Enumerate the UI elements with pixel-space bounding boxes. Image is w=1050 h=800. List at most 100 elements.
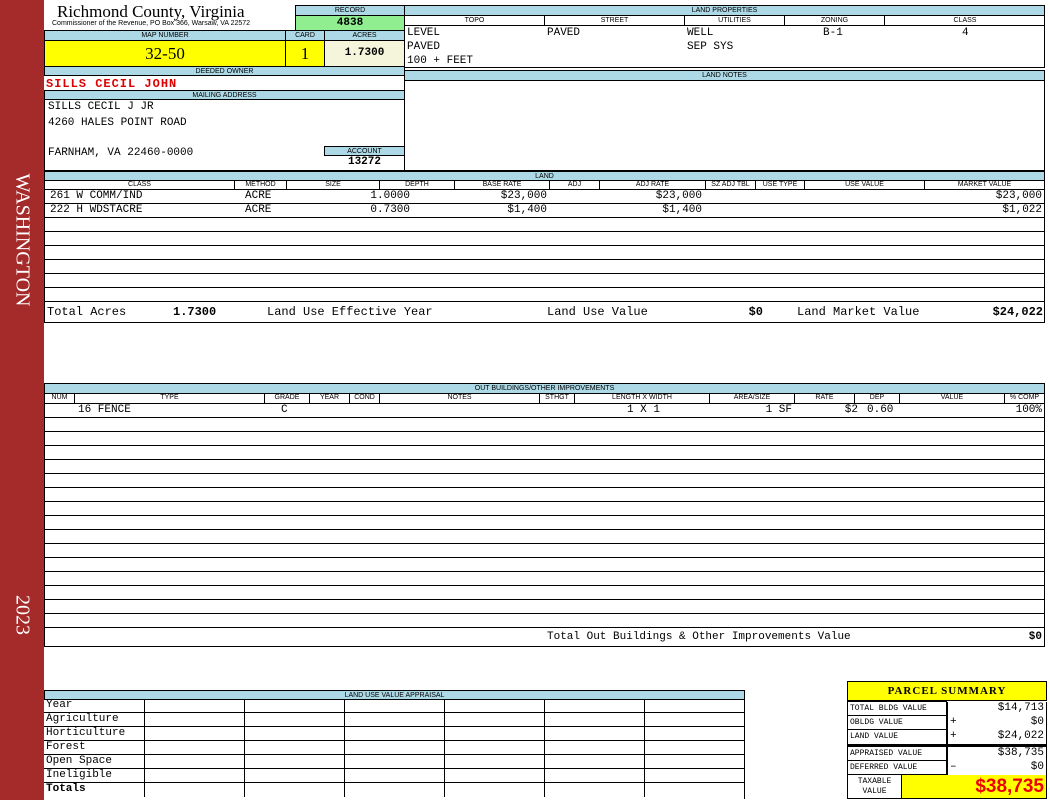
luva-cell (644, 769, 744, 782)
outbuildings-total-row: Total Out Buildings & Other Improvements… (45, 628, 1044, 646)
outbuilding-column-header: NUM (45, 393, 75, 403)
luva-row-label: Agriculture (46, 713, 119, 725)
account-label: ACCOUNT (324, 146, 405, 156)
land-column-header: SZ ADJ TBL (706, 180, 756, 189)
land-market-value: $1,022 (1002, 204, 1042, 216)
luva-cell (544, 783, 644, 797)
land-totals-row: Total Acres 1.7300 Land Use Effective Year… (45, 302, 1044, 322)
outbuilding-type: 16 FENCE (78, 404, 131, 416)
land-total-text: Total Acres (47, 305, 127, 319)
parcel-summary-row: APPRAISED VALUE $38,735 (847, 744, 1047, 761)
land-base-rate: $23,000 (500, 190, 547, 202)
luva-cell (344, 741, 444, 754)
mailing-line-3: FARNHAM, VA 22460-0000 (48, 147, 194, 159)
table-row (45, 288, 1044, 302)
table-row (45, 530, 1044, 544)
land-column-header: BASE RATE (455, 180, 550, 189)
land-class: 222 H WDSTACRE (50, 204, 143, 216)
street-header: STREET (545, 16, 685, 25)
summary-label: OBLDG VALUE (847, 715, 947, 730)
land-method: ACRE (245, 204, 272, 216)
luva-cell (244, 727, 344, 740)
land-column-header: SIZE (287, 180, 380, 189)
land-adj-rate: $23,000 (655, 190, 702, 202)
luva-cell (144, 783, 244, 797)
parcel-summary-row: OBLDG VALUE + $0 (847, 715, 1047, 730)
land-properties-table: TOPO STREET UTILITIES ZONING CLASS LEVEL… (404, 15, 1045, 68)
land-method: ACRE (245, 190, 272, 202)
table-row (45, 232, 1044, 246)
land-column-header: USE VALUE (805, 180, 925, 189)
luva-cell (544, 699, 644, 712)
mailing-line-1: SILLS CECIL J JR (48, 101, 154, 113)
luva-cell (444, 755, 544, 768)
outbuilding-column-header: AREA/SIZE (710, 393, 795, 403)
luva-cell (644, 699, 744, 712)
land-size: 0.7300 (370, 204, 410, 216)
luva-cell (544, 713, 644, 726)
table-row (45, 488, 1044, 502)
luva-row: Forest (44, 741, 744, 755)
outbuilding-column-header: RATE (795, 393, 855, 403)
land-column-header: METHOD (235, 180, 287, 189)
district-name: WASHINGTON (11, 173, 34, 307)
luva-row-label: Year (46, 699, 73, 711)
luva-row: Horticulture (44, 727, 744, 741)
outbuildings-label: OUT BUILDINGS/OTHER IMPROVEMENTS (44, 383, 1045, 394)
outbuilding-column-header: GRADE (265, 393, 310, 403)
table-row (45, 474, 1044, 488)
outbuilding-column-header: STHGT (540, 393, 575, 403)
luva-cell (444, 741, 544, 754)
summary-operator: + (950, 729, 957, 742)
luva-cell (144, 727, 244, 740)
table-row (45, 418, 1044, 432)
luva-cell (144, 769, 244, 782)
luva-row: Totals (44, 783, 744, 797)
luva-cell (344, 755, 444, 768)
parcel-summary-row: TOTAL BLDG VALUE $14,713 (847, 701, 1047, 716)
luva-cell (344, 727, 444, 740)
land-adj-rate: $1,400 (662, 204, 702, 216)
utilities-header: UTILITIES (685, 16, 785, 25)
land-column-header: DEPTH (380, 180, 455, 189)
land-table: CLASS METHOD SIZE DEPTH BASE RATE ADJ ADJ RATE… (44, 180, 1045, 323)
outbuilding-column-header: COND (350, 393, 380, 403)
table-row (45, 460, 1044, 474)
land-column-header: USE TYPE (756, 180, 805, 189)
table-row (45, 586, 1044, 600)
table-row (45, 572, 1044, 586)
class-value: 4 (962, 27, 969, 39)
luva-cell (444, 769, 544, 782)
outbuildings-total-label: Total Out Buildings & Other Improvements… (547, 631, 851, 643)
table-row (45, 614, 1044, 628)
land-label: LAND (44, 171, 1045, 181)
luva-cell (144, 741, 244, 754)
land-total-value: $0 (748, 305, 763, 319)
luva-row-label: Forest (46, 741, 86, 753)
luva-cell (444, 783, 544, 797)
outbuilding-area: 1 SF (765, 404, 792, 416)
topo-header: TOPO (405, 16, 545, 25)
table-row (45, 274, 1044, 288)
luva-cell (244, 741, 344, 754)
summary-value: $38,735 (997, 746, 1044, 759)
outbuilding-grade: C (281, 404, 288, 416)
outbuilding-comp: 100% (1015, 404, 1042, 416)
luva-cell (244, 769, 344, 782)
parcel-summary-row: LAND VALUE + $24,022 (847, 729, 1047, 746)
parcel-summary-row: DEFERRED VALUE – $0 (847, 760, 1047, 775)
luva-cell (644, 713, 744, 726)
record-value: 4838 (295, 15, 405, 31)
luva-row-label: Open Space (46, 755, 113, 767)
map-number: 32-50 (44, 40, 286, 67)
table-row (45, 218, 1044, 232)
table-row (45, 246, 1044, 260)
summary-label: APPRAISED VALUE (847, 744, 947, 761)
luva-cell (344, 699, 444, 712)
outbuilding-dep: 0.60 (867, 404, 894, 416)
outbuilding-column-header: % COMP (1005, 393, 1045, 403)
luva-row: Agriculture (44, 713, 744, 727)
outbuilding-length-width: 1 X 1 (626, 404, 660, 416)
summary-value: $0 (1030, 715, 1044, 728)
luva-cell (244, 755, 344, 768)
